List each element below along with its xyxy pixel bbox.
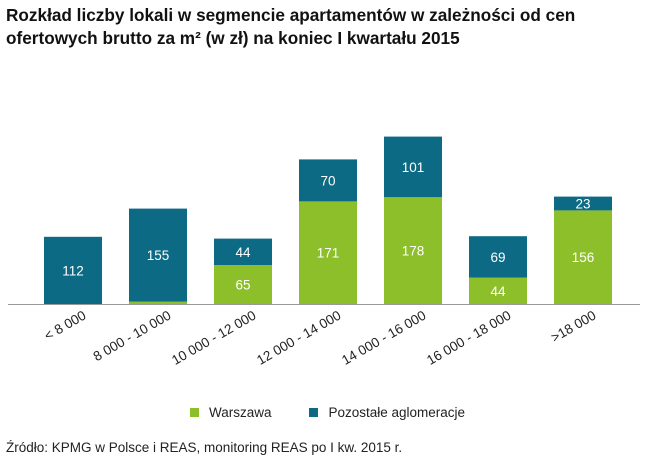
x-tick-label-2: 10 000 - 12 000 xyxy=(169,308,258,368)
source-note: Źródło: KPMG w Polsce i REAS, monitoring… xyxy=(6,440,403,455)
x-tick-label-1: 8 000 - 10 000 xyxy=(91,308,174,365)
legend-item-pozostale: Pozostałe aglomeracje xyxy=(309,405,465,420)
data-label-pozostale-0: 112 xyxy=(62,263,84,278)
bar-warszawa-1 xyxy=(129,301,187,304)
bar-pozostale-5 xyxy=(469,236,527,278)
data-label-pozostale-4: 101 xyxy=(402,160,425,175)
bar-pozostale-1 xyxy=(129,208,187,302)
title-line-1: Rozkład liczby lokali w segmencie aparta… xyxy=(6,5,576,25)
legend: Warszawa Pozostałe aglomeracje xyxy=(0,405,655,420)
data-label-pozostale-1: 155 xyxy=(147,248,170,263)
data-label-warszawa-2: 65 xyxy=(235,278,250,293)
bar-warszawa-3 xyxy=(299,201,357,304)
bar-pozostale-6 xyxy=(554,196,612,211)
data-label-warszawa-3: 171 xyxy=(317,246,340,261)
bar-warszawa-6 xyxy=(554,210,612,304)
legend-swatch-pozostale xyxy=(309,408,319,417)
bar-warszawa-5 xyxy=(469,277,527,304)
bar-warszawa-4 xyxy=(384,197,442,304)
x-tick-label-5: 16 000 - 18 000 xyxy=(424,308,513,368)
legend-item-warszawa: Warszawa xyxy=(189,405,272,420)
data-label-warszawa-5: 44 xyxy=(490,284,506,299)
data-label-pozostale-5: 69 xyxy=(490,250,505,265)
title-line-2: ofertowych brutto za m² (w zł) na koniec… xyxy=(6,28,460,48)
x-tick-label-4: 14 000 - 16 000 xyxy=(339,308,428,368)
data-label-warszawa-6: 156 xyxy=(572,250,595,265)
bar-pozostale-3 xyxy=(299,159,357,202)
data-label-pozostale-2: 44 xyxy=(235,245,251,260)
chart-title: Rozkład liczby lokali w segmencie aparta… xyxy=(6,4,651,50)
bar-pozostale-4 xyxy=(384,136,442,198)
x-tick-label-6: >18 000 xyxy=(548,308,598,346)
data-label-pozostale-3: 70 xyxy=(320,173,335,188)
legend-label-pozostale: Pozostałe aglomeracje xyxy=(328,405,466,420)
bar-pozostale-2 xyxy=(214,238,272,265)
legend-label-warszawa: Warszawa xyxy=(208,405,272,420)
x-tick-label-0: < 8 000 xyxy=(42,308,89,344)
x-tick-label-3: 12 000 - 14 000 xyxy=(254,308,343,368)
data-label-warszawa-4: 178 xyxy=(402,244,425,259)
bar-pozostale-0 xyxy=(44,236,102,304)
data-label-pozostale-6: 23 xyxy=(575,197,590,212)
bar-warszawa-2 xyxy=(214,265,272,304)
legend-swatch-warszawa xyxy=(189,408,199,417)
